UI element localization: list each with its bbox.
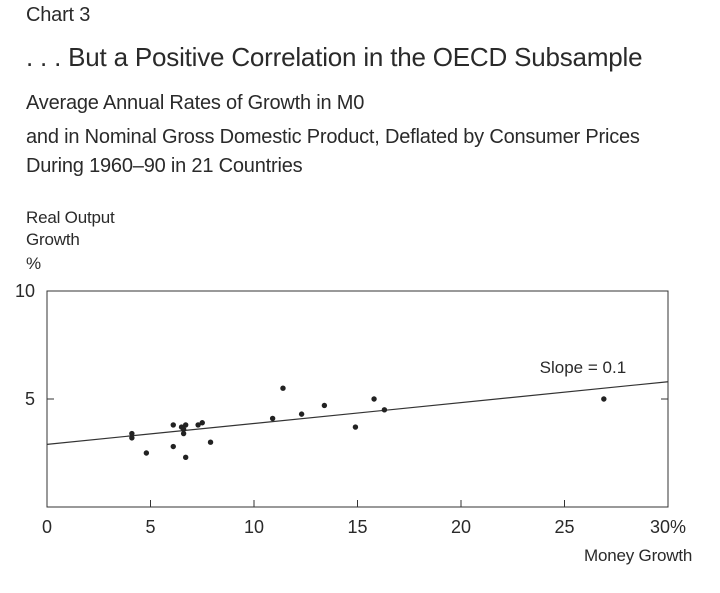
data-point [170,443,176,450]
x-tick-label: 10 [244,517,264,537]
data-point [129,435,135,441]
chart-label: Chart 3 [26,4,91,26]
data-point [195,422,201,428]
y-axis-label-line-2: Growth [26,230,80,249]
subtitle-line-3: During 1960–90 in 21 Countries [26,155,303,177]
data-point [129,430,135,437]
data-point [143,450,150,456]
x-tick-label: 0 [42,517,52,537]
data-point [371,396,377,402]
regression-line [46,381,669,445]
data-point [207,439,214,445]
data-point [170,422,176,428]
slope-annotation: Slope = 0.1 [540,358,627,377]
data-point [182,422,189,428]
data-point [180,430,187,437]
x-tick-label: 30% [650,517,686,537]
data-point [199,420,205,426]
data-point [321,402,328,409]
subtitle-line-1: Average Annual Rates of Growth in M0 [26,92,365,114]
data-point [180,426,187,432]
plot-frame [46,290,669,508]
y-axis-label-line-1: Real Output [26,208,115,227]
data-point [182,454,189,461]
y-axis-unit-label: % [26,254,41,273]
chart-title: . . . But a Positive Correlation in the … [26,42,643,72]
data-point [280,385,286,391]
y-tick-label: 5 [25,389,35,409]
x-tick-label: 5 [145,517,155,537]
data-point [352,424,359,430]
subtitle-line-2: and in Nominal Gross Domestic Product, D… [26,126,640,148]
data-point [601,396,607,402]
data-point [298,411,305,417]
x-tick-label: 15 [347,517,367,537]
x-tick-label: 25 [554,517,574,537]
data-point [269,415,276,422]
x-axis-label: Money Growth [584,546,693,565]
x-tick-label: 20 [451,517,471,537]
y-tick-label: 10 [15,281,35,301]
data-point [381,407,388,413]
